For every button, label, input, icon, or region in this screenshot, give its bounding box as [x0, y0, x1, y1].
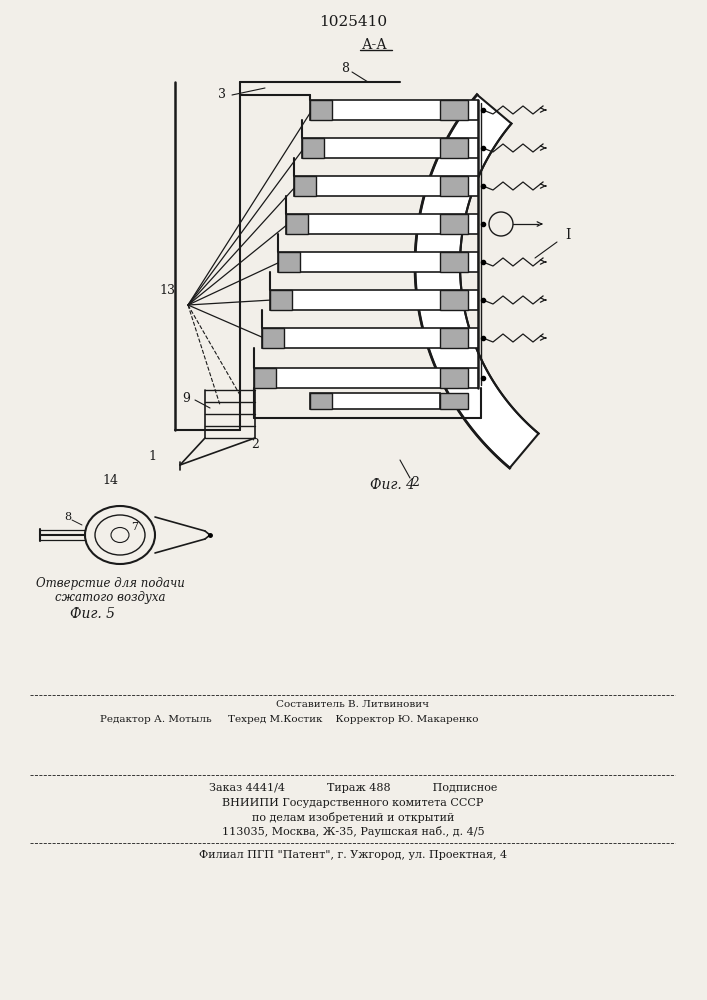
Bar	[440, 393, 468, 409]
Text: 8: 8	[64, 512, 71, 522]
Text: Техред М.Костик    Корректор Ю. Макаренко: Техред М.Костик Корректор Ю. Макаренко	[228, 715, 478, 724]
Text: Составитель В. Литвинович: Составитель В. Литвинович	[276, 700, 429, 709]
Text: 7: 7	[132, 522, 139, 532]
Bar	[286, 214, 478, 234]
Bar	[310, 100, 478, 120]
Text: 1025410: 1025410	[319, 15, 387, 29]
Text: Филиал ПГП "Патент", г. Ужгород, ул. Проектная, 4: Филиал ПГП "Патент", г. Ужгород, ул. Про…	[199, 850, 507, 860]
Text: I: I	[566, 228, 571, 242]
Bar	[440, 138, 468, 158]
Text: по делам изобретений и открытий: по делам изобретений и открытий	[252, 812, 454, 823]
Text: сжатого воздуха: сжатого воздуха	[54, 591, 165, 604]
Bar	[254, 368, 478, 388]
Text: 9: 9	[182, 391, 190, 404]
Text: А-А: А-А	[362, 38, 388, 52]
Text: 2: 2	[251, 438, 259, 452]
Bar	[270, 290, 478, 310]
Bar	[262, 328, 284, 348]
Text: 3: 3	[218, 89, 226, 102]
Text: Заказ 4441/4            Тираж 488            Подписное: Заказ 4441/4 Тираж 488 Подписное	[209, 783, 497, 793]
Bar	[302, 138, 324, 158]
Bar	[310, 393, 440, 409]
Text: Отверстие для подачи: Отверстие для подачи	[35, 577, 185, 590]
Bar	[294, 176, 478, 196]
Bar	[440, 368, 468, 388]
Bar	[262, 328, 478, 348]
Bar	[286, 214, 308, 234]
Text: Фиг. 5: Фиг. 5	[70, 607, 115, 621]
Text: 2: 2	[411, 477, 419, 489]
Bar	[440, 252, 468, 272]
Polygon shape	[415, 95, 539, 468]
Text: Фиг. 4: Фиг. 4	[370, 478, 416, 492]
Bar	[440, 100, 468, 120]
Bar	[440, 328, 468, 348]
Bar	[302, 138, 478, 158]
Text: ВНИИПИ Государственного комитета СССР: ВНИИПИ Государственного комитета СССР	[222, 798, 484, 808]
Bar	[440, 176, 468, 196]
Bar	[270, 290, 292, 310]
Bar	[440, 290, 468, 310]
Bar	[278, 252, 478, 272]
Text: 1: 1	[148, 450, 156, 462]
Bar	[294, 176, 316, 196]
Bar	[278, 252, 300, 272]
Bar	[310, 100, 332, 120]
Text: 13: 13	[159, 284, 175, 296]
Text: 14: 14	[102, 474, 118, 487]
Text: Редактор А. Мотыль: Редактор А. Мотыль	[100, 715, 211, 724]
Bar	[254, 368, 276, 388]
Bar	[440, 214, 468, 234]
Text: 113035, Москва, Ж-35, Раушская наб., д. 4/5: 113035, Москва, Ж-35, Раушская наб., д. …	[222, 826, 484, 837]
Bar	[310, 393, 332, 409]
Text: 8: 8	[341, 62, 349, 75]
